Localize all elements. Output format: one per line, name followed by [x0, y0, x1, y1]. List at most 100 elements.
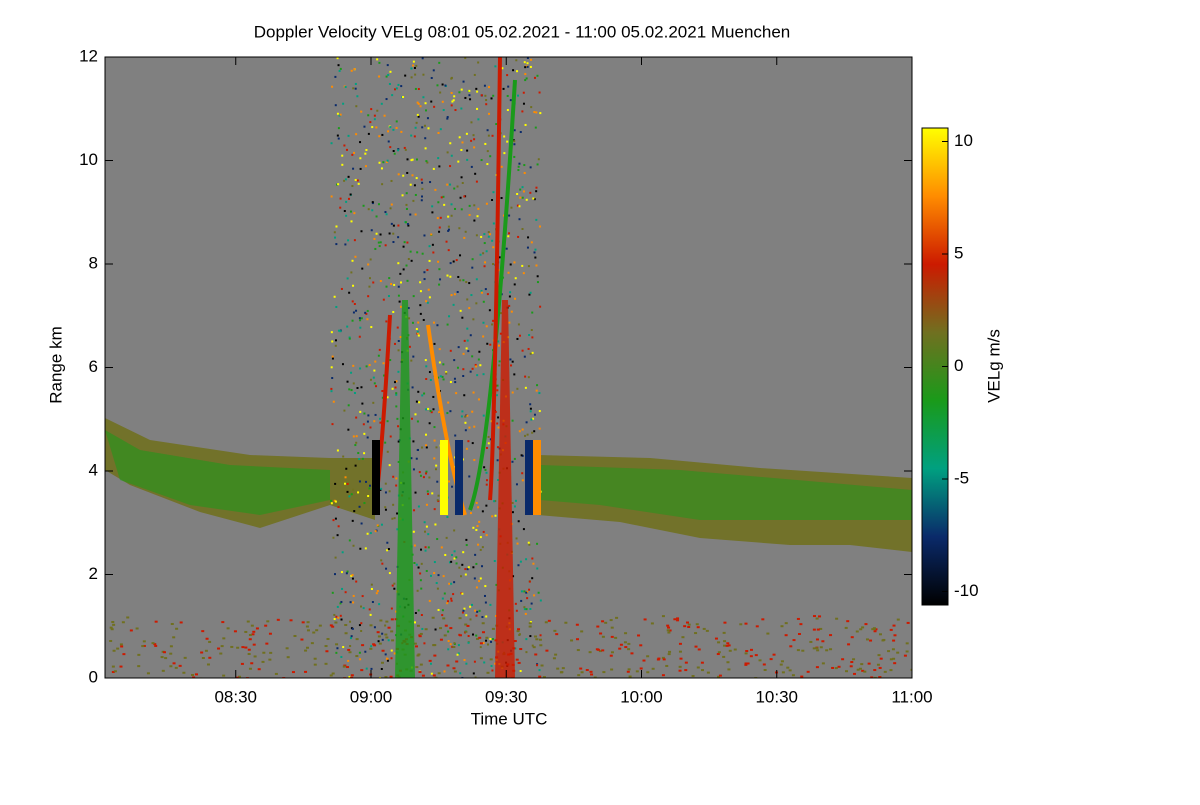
- noise-pixel: [480, 291, 483, 294]
- noise-pixel: [333, 295, 336, 298]
- noise-pixel: [331, 85, 334, 88]
- clutter-pixel: [706, 671, 710, 674]
- noise-pixel: [536, 163, 539, 166]
- noise-pixel: [368, 487, 371, 490]
- noise-pixel: [347, 175, 350, 178]
- noise-pixel: [364, 165, 367, 168]
- noise-pixel: [514, 297, 517, 300]
- clutter-pixel: [555, 633, 559, 636]
- clutter-pixel: [788, 669, 792, 672]
- noise-pixel: [375, 385, 378, 388]
- noise-pixel: [496, 459, 499, 462]
- noise-pixel: [365, 312, 368, 315]
- noise-pixel: [534, 248, 537, 251]
- noise-pixel: [384, 624, 387, 627]
- noise-pixel: [348, 388, 351, 391]
- noise-pixel: [358, 317, 361, 320]
- noise-pixel: [482, 414, 485, 417]
- noise-pixel: [385, 285, 388, 288]
- noise-pixel: [477, 398, 480, 401]
- noise-pixel: [347, 134, 350, 137]
- noise-pixel: [386, 549, 389, 552]
- noise-pixel: [350, 371, 353, 374]
- noise-pixel: [420, 562, 423, 565]
- clutter-pixel: [253, 655, 257, 658]
- noise-pixel: [395, 87, 398, 90]
- noise-pixel: [470, 603, 473, 606]
- noise-pixel: [396, 528, 399, 531]
- noise-pixel: [407, 257, 410, 260]
- noise-pixel: [390, 283, 393, 286]
- noise-pixel: [519, 670, 522, 673]
- clutter-pixel: [657, 657, 661, 660]
- noise-pixel: [496, 422, 499, 425]
- clutter-pixel: [610, 668, 614, 671]
- clutter-pixel: [696, 666, 700, 669]
- clutter-pixel: [601, 635, 605, 638]
- noise-pixel: [412, 440, 415, 443]
- noise-pixel: [483, 233, 486, 236]
- noise-pixel: [412, 60, 415, 63]
- noise-pixel: [509, 99, 512, 102]
- noise-pixel: [369, 532, 372, 535]
- noise-pixel: [529, 352, 532, 355]
- clutter-pixel: [796, 649, 800, 652]
- noise-pixel: [458, 566, 461, 569]
- clutter-pixel: [306, 629, 310, 632]
- clutter-pixel: [517, 661, 521, 664]
- noise-pixel: [349, 644, 352, 647]
- clutter-pixel: [293, 634, 297, 637]
- clutter-pixel: [846, 620, 850, 623]
- noise-pixel: [514, 277, 517, 280]
- clutter-pixel: [570, 639, 574, 642]
- noise-pixel: [424, 147, 427, 150]
- noise-pixel: [463, 339, 466, 342]
- noise-pixel: [529, 407, 532, 410]
- noise-pixel: [467, 440, 470, 443]
- noise-pixel: [417, 115, 420, 118]
- clutter-pixel: [865, 638, 869, 641]
- noise-pixel: [390, 203, 393, 206]
- clutter-pixel: [111, 671, 115, 674]
- noise-pixel: [419, 474, 422, 477]
- noise-pixel: [516, 542, 519, 545]
- clutter-pixel: [255, 627, 259, 630]
- noise-pixel: [333, 499, 336, 502]
- noise-pixel: [526, 62, 529, 65]
- clutter-pixel: [324, 645, 328, 648]
- noise-pixel: [372, 401, 375, 404]
- noise-pixel: [487, 231, 490, 234]
- noise-pixel: [330, 387, 333, 390]
- clutter-pixel: [540, 664, 544, 667]
- noise-pixel: [344, 476, 347, 479]
- clutter-pixel: [889, 669, 893, 672]
- noise-pixel: [373, 369, 376, 372]
- noise-pixel: [530, 418, 533, 421]
- noise-pixel: [431, 243, 434, 246]
- noise-pixel: [495, 583, 498, 586]
- noise-pixel: [392, 150, 395, 153]
- noise-pixel: [413, 135, 416, 138]
- noise-pixel: [468, 475, 471, 478]
- clutter-pixel: [818, 615, 822, 618]
- noise-pixel: [536, 74, 539, 77]
- noise-pixel: [410, 457, 413, 460]
- noise-pixel: [527, 236, 530, 239]
- clutter-pixel: [164, 657, 168, 660]
- clutter-pixel: [169, 652, 173, 655]
- noise-pixel: [508, 304, 511, 307]
- noise-pixel: [450, 554, 453, 557]
- noise-pixel: [490, 97, 493, 100]
- noise-pixel: [366, 318, 369, 321]
- noise-pixel: [488, 112, 491, 115]
- noise-pixel: [348, 495, 351, 498]
- noise-pixel: [426, 117, 429, 120]
- noise-pixel: [333, 231, 336, 234]
- noise-pixel: [461, 410, 464, 413]
- clutter-pixel: [257, 668, 261, 671]
- noise-pixel: [353, 510, 356, 513]
- clutter-pixel: [413, 642, 417, 645]
- noise-pixel: [514, 499, 517, 502]
- noise-pixel: [453, 581, 456, 584]
- noise-pixel: [440, 546, 443, 549]
